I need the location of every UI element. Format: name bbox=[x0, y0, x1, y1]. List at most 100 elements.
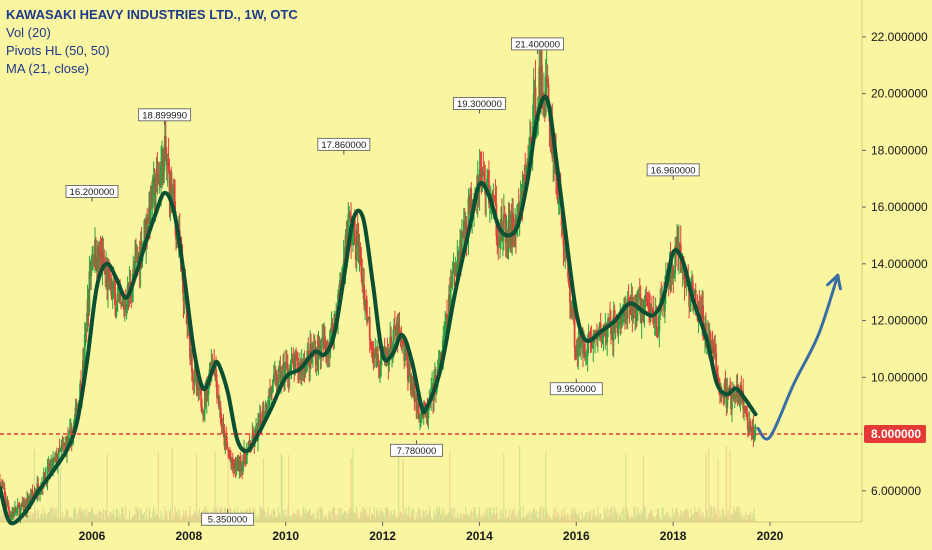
candle-body bbox=[653, 321, 656, 324]
volume-bar bbox=[32, 512, 35, 522]
volume-bar bbox=[329, 514, 331, 522]
volume-bar bbox=[36, 510, 38, 522]
volume-bar bbox=[550, 518, 552, 522]
candle-body bbox=[648, 305, 651, 311]
volume-bar bbox=[633, 507, 635, 522]
time-tick-label: 2008 bbox=[176, 529, 203, 543]
candle-body bbox=[426, 407, 429, 419]
volume-bar bbox=[524, 516, 526, 522]
candle-body bbox=[745, 406, 747, 408]
volume-bar bbox=[144, 519, 146, 522]
volume-bar bbox=[562, 516, 565, 522]
candle-body bbox=[211, 362, 214, 365]
candle-body bbox=[592, 333, 595, 349]
price-tick-label: 22.000000 bbox=[871, 30, 928, 44]
volume-bar bbox=[506, 517, 509, 522]
volume-bar bbox=[155, 515, 158, 522]
pivot-label-box bbox=[65, 185, 119, 198]
volume-bar bbox=[346, 513, 348, 522]
candle-body bbox=[306, 350, 309, 359]
volume-bar bbox=[138, 509, 140, 522]
pivot-label: 7.780000 bbox=[397, 446, 437, 457]
time-tick-label: 2006 bbox=[79, 529, 106, 543]
volume-bar bbox=[120, 514, 122, 522]
volume-bar bbox=[316, 516, 319, 522]
volume-bar bbox=[148, 506, 150, 522]
candle-body bbox=[616, 320, 619, 334]
candle-body bbox=[552, 151, 555, 158]
candle-body bbox=[582, 335, 584, 355]
volume-bar bbox=[538, 512, 540, 522]
candle-body bbox=[275, 374, 278, 387]
volume-bar bbox=[723, 515, 726, 522]
volume-bar bbox=[355, 512, 357, 522]
candle-body bbox=[487, 170, 489, 179]
candle-body bbox=[228, 452, 230, 456]
candle-body bbox=[197, 376, 200, 391]
candle-body bbox=[637, 295, 639, 309]
volume-bar bbox=[516, 516, 518, 522]
volume-bar bbox=[309, 508, 311, 522]
volume-bar bbox=[299, 515, 301, 522]
volume-bar bbox=[445, 516, 447, 522]
candle-body bbox=[421, 411, 424, 418]
volume-bar bbox=[716, 519, 718, 522]
candle-body bbox=[225, 435, 228, 443]
candle-body bbox=[243, 449, 245, 463]
volume-bar bbox=[452, 519, 455, 522]
volume-bar bbox=[142, 514, 145, 522]
volume-bar bbox=[725, 446, 728, 522]
candle-body bbox=[519, 194, 522, 206]
candle-body bbox=[718, 381, 720, 383]
candle-body bbox=[537, 97, 540, 111]
volume-bar bbox=[403, 515, 405, 522]
volume-bar bbox=[128, 510, 131, 522]
volume-bar bbox=[301, 516, 303, 522]
volume-bar bbox=[676, 508, 678, 522]
volume-bar bbox=[50, 506, 52, 522]
candle-body bbox=[85, 327, 88, 332]
volume-bar bbox=[734, 511, 736, 522]
volume-bar bbox=[546, 509, 548, 522]
volume-bar bbox=[359, 511, 362, 522]
candle-body bbox=[517, 203, 520, 216]
volume-bar bbox=[63, 516, 65, 522]
volume-bar bbox=[272, 517, 274, 522]
volume-bar bbox=[446, 514, 448, 522]
volume-bar bbox=[105, 510, 107, 522]
volume-bar bbox=[189, 506, 191, 522]
volume-bar bbox=[651, 510, 653, 522]
volume-bar bbox=[506, 518, 508, 522]
volume-bar bbox=[24, 518, 26, 522]
volume-bar bbox=[154, 510, 157, 522]
volume-bar bbox=[584, 518, 586, 522]
candle-body bbox=[130, 295, 133, 299]
volume-bar bbox=[254, 509, 256, 522]
volume-bar bbox=[563, 507, 565, 522]
volume-bar bbox=[102, 508, 104, 522]
volume-bar bbox=[413, 518, 416, 522]
candle-body bbox=[330, 322, 333, 330]
candle-body bbox=[58, 448, 61, 451]
candle-body bbox=[636, 308, 638, 320]
candle-body bbox=[192, 378, 195, 384]
candle-body bbox=[163, 135, 166, 151]
candle-body bbox=[114, 293, 117, 316]
volume-bar bbox=[479, 519, 482, 522]
volume-bar bbox=[610, 508, 612, 522]
volume-bar bbox=[185, 509, 187, 522]
volume-bar bbox=[636, 513, 638, 522]
volume-bar bbox=[489, 507, 491, 522]
candle-body bbox=[66, 436, 68, 453]
candle-body bbox=[39, 492, 41, 494]
candle-body bbox=[89, 271, 92, 276]
volume-bar bbox=[743, 514, 745, 522]
volume-bar bbox=[515, 513, 517, 522]
volume-bar bbox=[465, 515, 468, 522]
volume-bar bbox=[714, 514, 716, 522]
volume-bar bbox=[514, 515, 516, 522]
candle-body bbox=[730, 388, 732, 410]
volume-bar bbox=[281, 456, 283, 522]
candle-body bbox=[510, 214, 513, 247]
